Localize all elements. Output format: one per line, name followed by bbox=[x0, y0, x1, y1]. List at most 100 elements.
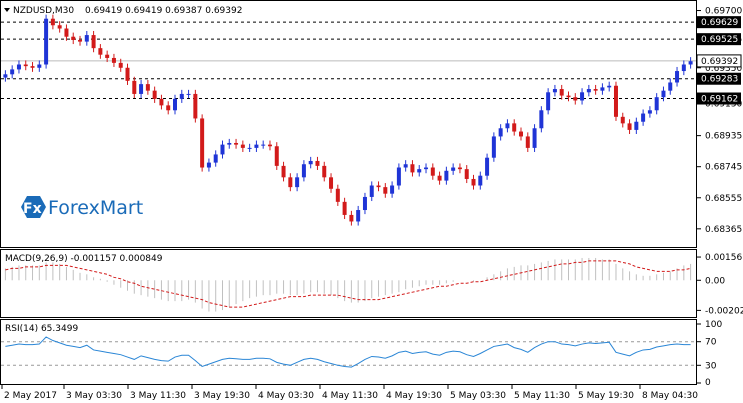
candle-body bbox=[166, 105, 171, 111]
candle-body bbox=[661, 90, 666, 98]
candle-body bbox=[193, 93, 198, 119]
candle-body bbox=[274, 146, 279, 166]
macd-tick-label: -0.002023 bbox=[705, 306, 743, 316]
candle-body bbox=[213, 154, 218, 163]
candle-body bbox=[539, 110, 544, 129]
time-tick-label: 3 May 11:30 bbox=[130, 391, 186, 401]
candle-body bbox=[329, 177, 334, 189]
candle-body bbox=[593, 89, 598, 91]
rsi-tick-label: 70 bbox=[705, 338, 717, 348]
level-tag bbox=[697, 16, 741, 29]
candle-body bbox=[471, 178, 476, 186]
time-axis: 2 May 2017 3 May 03:30 3 May 11:30 3 May 19… bbox=[1, 385, 698, 401]
candle-body bbox=[37, 64, 42, 68]
candle-body bbox=[71, 36, 76, 40]
candle-body bbox=[641, 113, 646, 122]
macd-label: MACD(9,26,9) -0.001157 0.000849 bbox=[5, 254, 163, 264]
candle-body bbox=[356, 210, 361, 222]
candle-body bbox=[573, 97, 578, 101]
candle-body bbox=[688, 61, 693, 65]
level-tag-label: 0.69525 bbox=[701, 35, 738, 45]
candle-body bbox=[240, 144, 245, 148]
candle-body bbox=[478, 175, 483, 186]
candle-body bbox=[512, 123, 517, 132]
current-price-tag-label: 0.69392 bbox=[701, 57, 738, 67]
level-tag bbox=[697, 33, 741, 46]
chart-header: NZDUSD,M30 0.69419 0.69419 0.69387 0.693… bbox=[4, 6, 242, 16]
candle-body bbox=[200, 118, 205, 168]
candle-body bbox=[227, 142, 232, 145]
candle-body bbox=[173, 98, 177, 111]
candle-body bbox=[10, 69, 15, 75]
candle-body bbox=[505, 123, 510, 129]
candle-body bbox=[315, 160, 320, 166]
time-tick-label: 5 May 19:30 bbox=[578, 391, 634, 401]
candle-body bbox=[668, 82, 673, 91]
candle-body bbox=[145, 84, 150, 91]
candle-body bbox=[295, 177, 300, 188]
rsi-panel-frame bbox=[0, 319, 697, 385]
time-tick-label: 5 May 03:30 bbox=[450, 391, 506, 401]
candle-body bbox=[396, 167, 401, 186]
candle-body bbox=[491, 136, 496, 158]
candle-body bbox=[84, 35, 89, 42]
candle-body bbox=[600, 87, 605, 91]
candle-body bbox=[254, 144, 259, 148]
price-tick-label: 0.68365 bbox=[705, 225, 742, 235]
macd-tick-label: 0.001561 bbox=[705, 253, 743, 263]
candle-body bbox=[50, 18, 55, 26]
candle-body bbox=[308, 160, 313, 165]
candle-body bbox=[566, 95, 571, 98]
collapse-triangle-icon bbox=[4, 8, 10, 12]
candle-body bbox=[525, 136, 530, 148]
candle-body bbox=[105, 54, 110, 58]
candle-body bbox=[159, 98, 164, 106]
candle-body bbox=[335, 188, 340, 202]
time-tick-label: 2 May 2017 bbox=[4, 391, 57, 401]
macd-histogram bbox=[4, 257, 692, 312]
price-tick-label: 0.68555 bbox=[705, 194, 742, 204]
candle-body bbox=[451, 167, 456, 171]
candle-body bbox=[546, 92, 551, 111]
candle-body bbox=[532, 128, 537, 148]
candle-body bbox=[44, 18, 49, 65]
candle-body bbox=[3, 74, 8, 78]
candle-body bbox=[620, 116, 625, 124]
candle-body bbox=[430, 167, 435, 176]
candle-body bbox=[376, 185, 381, 188]
candle-body bbox=[267, 144, 272, 147]
rsi-levels bbox=[1, 341, 696, 366]
time-tick-label: 4 May 03:30 bbox=[258, 391, 314, 401]
price-tick-label: 0.68935 bbox=[705, 132, 742, 142]
candle-body bbox=[261, 144, 266, 146]
candle-body bbox=[132, 80, 137, 94]
candle-body bbox=[342, 201, 347, 215]
candle-body bbox=[288, 177, 293, 188]
price-tick-label: 0.68745 bbox=[705, 163, 742, 173]
level-tag bbox=[697, 92, 741, 105]
price-tick-label: 0.69350 bbox=[705, 64, 742, 74]
price-panel-frame bbox=[0, 0, 697, 248]
candle-body bbox=[301, 164, 306, 178]
candle-body bbox=[220, 144, 225, 155]
candle-body bbox=[362, 196, 367, 211]
candle-body bbox=[78, 39, 83, 42]
level-tag-label: 0.69629 bbox=[701, 18, 738, 28]
candle-body bbox=[586, 89, 591, 93]
candle-body bbox=[206, 162, 211, 168]
candle-body bbox=[613, 85, 618, 117]
candle-body bbox=[444, 170, 449, 181]
candle-body bbox=[118, 62, 123, 68]
candle-body bbox=[111, 57, 116, 63]
candle-body bbox=[281, 165, 286, 178]
time-tick-label: 3 May 19:30 bbox=[194, 391, 250, 401]
macd-signal-line bbox=[5, 260, 691, 308]
candle-body bbox=[675, 71, 680, 83]
candle-body bbox=[139, 84, 144, 94]
candle-body bbox=[437, 175, 442, 181]
symbol-label: NZDUSD,M30 bbox=[13, 6, 74, 16]
candle-body bbox=[390, 185, 395, 194]
candle-body bbox=[234, 142, 239, 145]
rsi-tick-label: 0 bbox=[705, 378, 711, 388]
